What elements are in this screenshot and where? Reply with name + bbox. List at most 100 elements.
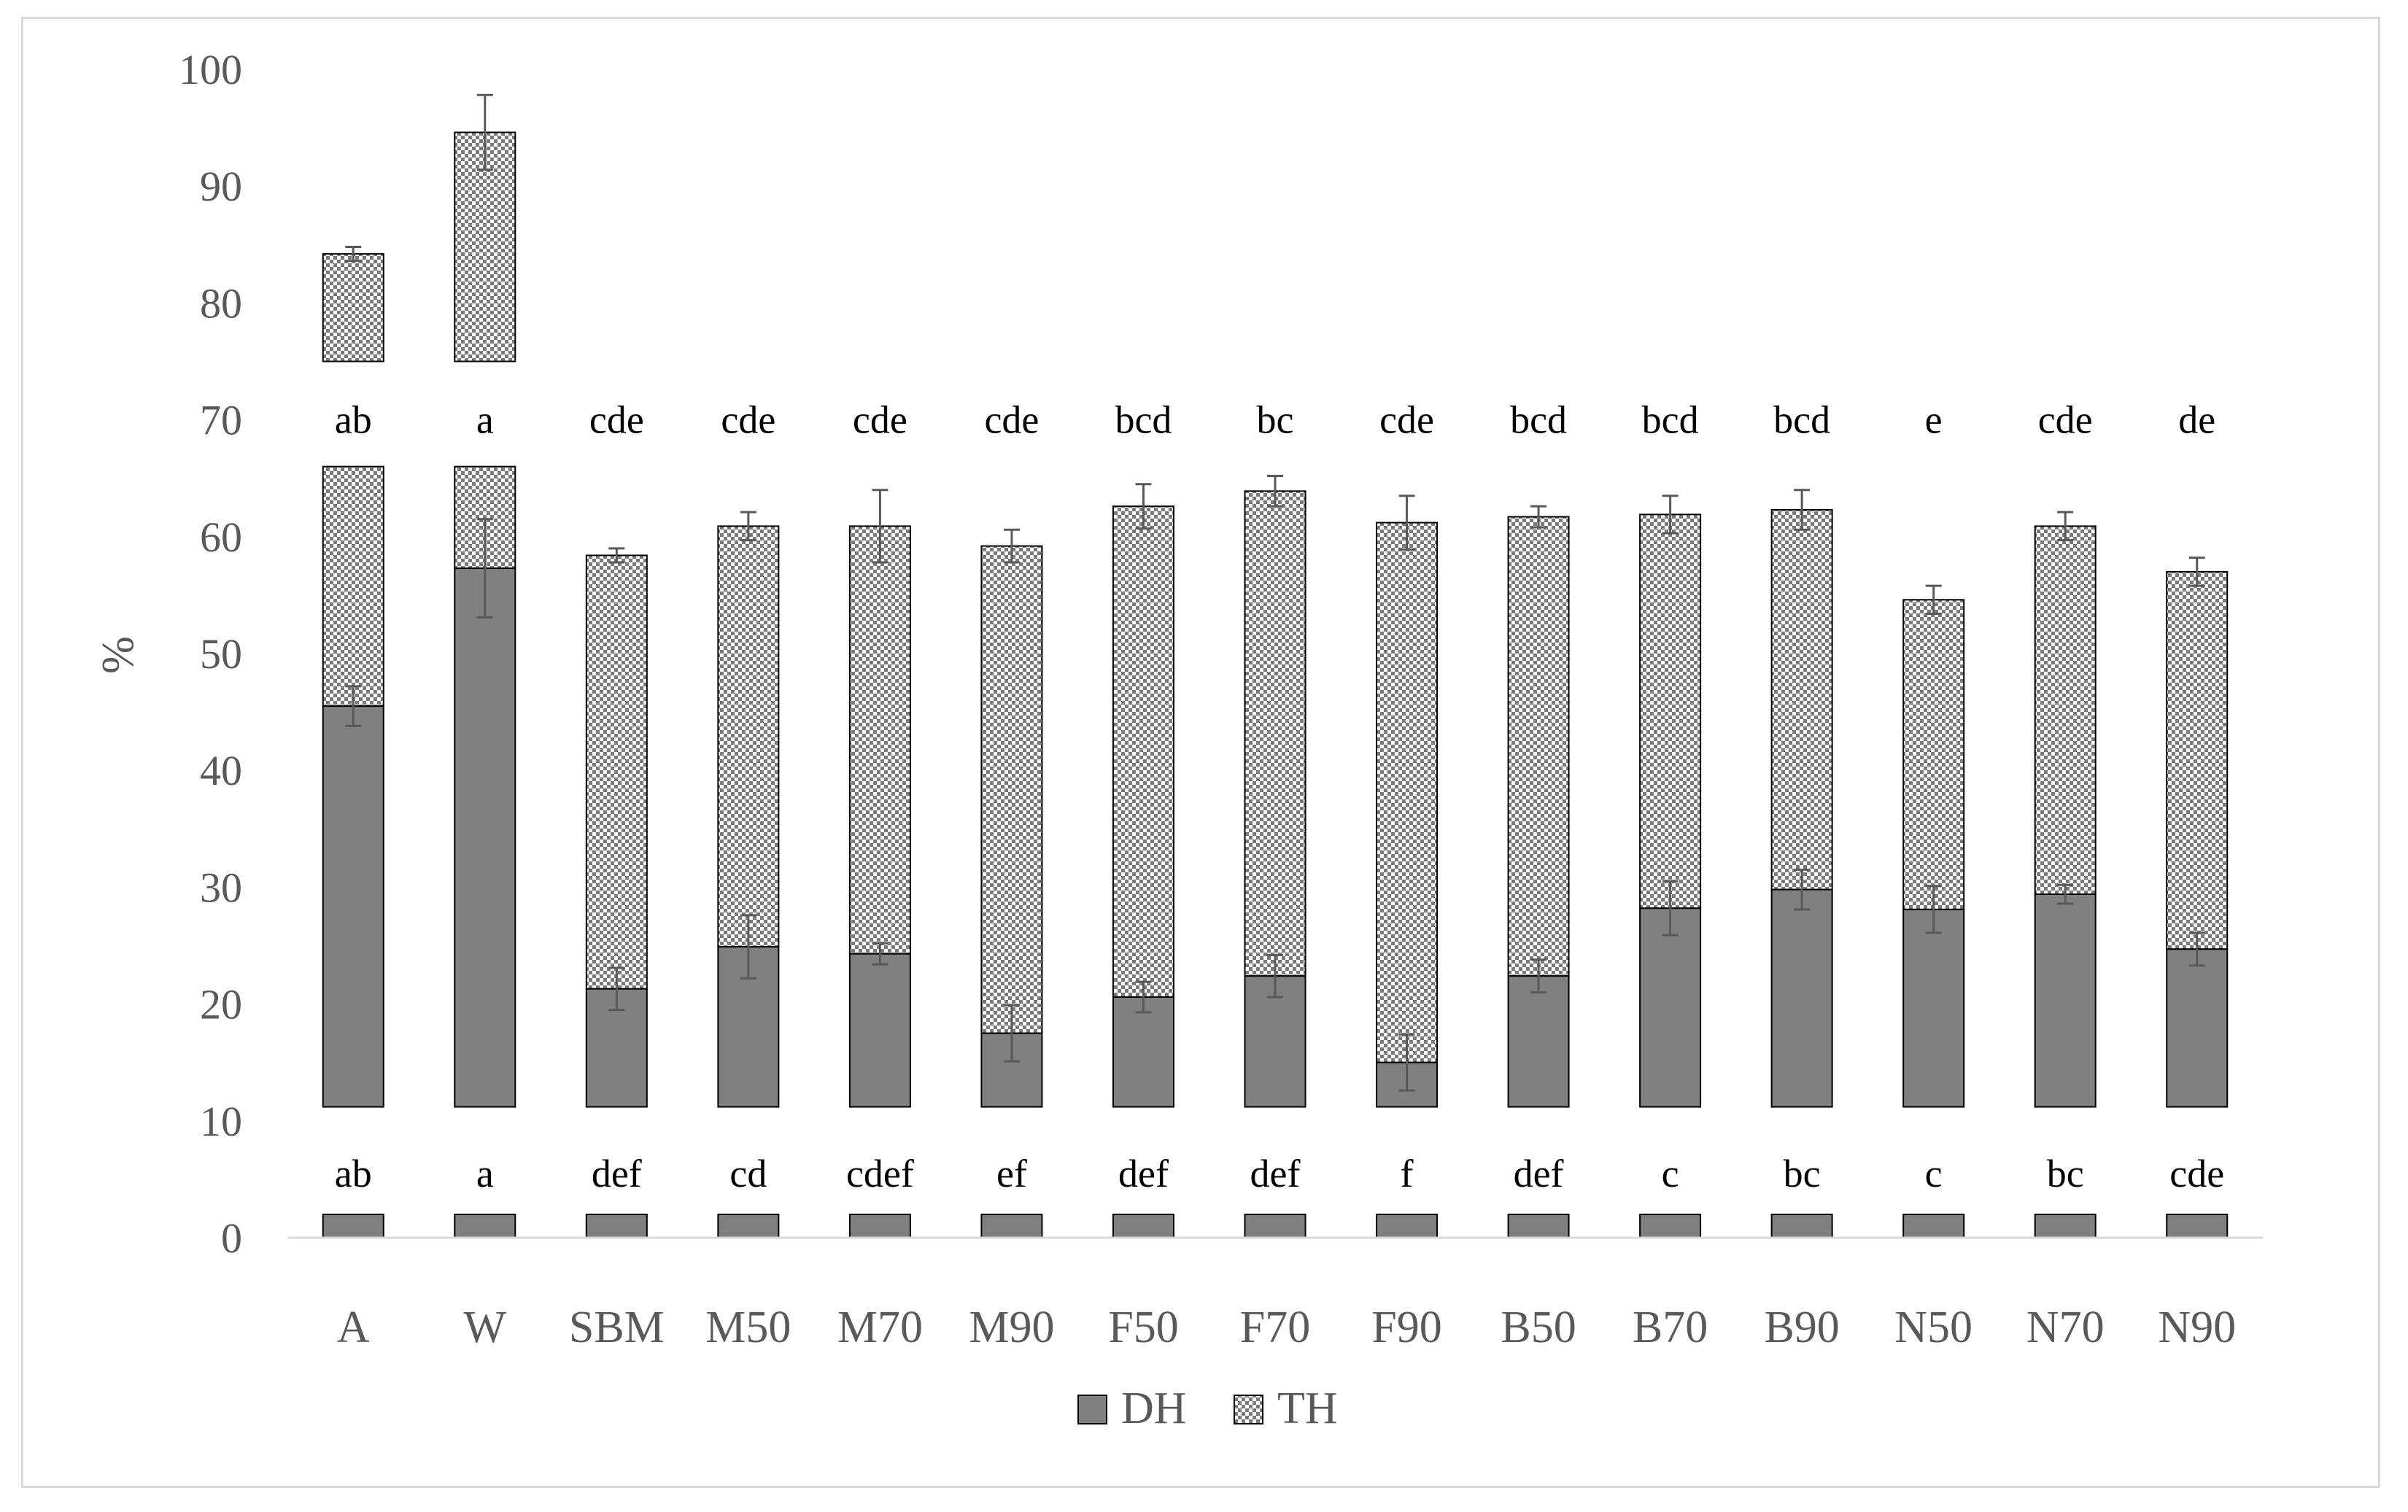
error-bar-th [608,547,625,564]
error-bar-dh [1662,880,1679,937]
error-bar-dh [1398,1033,1415,1092]
bar-base [1639,1213,1702,1238]
letter-lower: ef [996,1152,1027,1195]
x-tick-label: F90 [1371,1303,1441,1352]
bar-dh [1639,907,1702,1108]
bar-dh [848,953,911,1108]
letter-upper: bcd [1773,398,1830,442]
bar-base [1376,1213,1439,1238]
error-bar-th [1003,528,1020,564]
x-tick-label: B90 [1764,1303,1839,1352]
error-bar-th [345,246,362,263]
letter-lower: def [1118,1152,1169,1195]
error-bar-dh [1267,953,1283,999]
error-bar-dh [345,685,362,727]
letter-upper: de [2178,398,2215,442]
bars-layer [322,131,2229,1238]
bar-base [2166,1213,2229,1238]
bar-th [848,525,911,955]
y-tick-label: 20 [200,981,242,1028]
letter-upper: e [1925,398,1943,442]
x-tick-label: F50 [1108,1303,1178,1352]
letter-upper: ab [335,398,372,442]
bar-base [980,1213,1043,1238]
x-tick-label: SBM [569,1303,665,1352]
error-bars-layer [345,93,2205,1092]
x-axis-tick-labels: A W SBM M50 M70 M90 F50 F70 F90 B50 B70 B90 N50 N70 N9… [337,1303,2236,1352]
letter-lower: a [476,1152,494,1195]
letter-lower: c [1925,1152,1943,1195]
x-tick-label: B70 [1633,1303,1708,1352]
letter-upper: bc [1257,398,1294,442]
x-tick-label: M90 [969,1303,1054,1352]
y-tick-label: 30 [200,864,242,911]
error-bar-dh [740,914,756,980]
bar-dh [980,1032,1043,1108]
bar-base [454,1213,516,1238]
bar-th [322,465,384,707]
bar-dh [1770,888,1833,1108]
bar-th [1902,599,1965,910]
letter-upper: a [476,398,494,442]
bar-th [1639,513,1702,910]
x-tick-label: M50 [705,1303,791,1352]
bar-th [1507,516,1570,977]
bar-th [1770,508,1833,891]
bar-th [585,554,648,990]
letter-upper: bcd [1642,398,1699,442]
x-tick-label: N90 [2158,1303,2236,1352]
y-tick-label: 100 [179,46,242,93]
bar-dh [2166,948,2229,1108]
letter-upper: bcd [1115,398,1172,442]
x-tick-label: W [464,1303,507,1352]
error-bar-th [1794,489,1811,531]
error-bar-dh [476,518,493,619]
bar-th [1376,522,1439,1063]
letter-lower: cde [2169,1152,2224,1195]
error-bar-dh [1794,868,1811,911]
bar-th-upper [322,253,384,363]
error-bar-th [1662,495,1679,535]
letter-upper: cde [589,398,644,442]
legend-swatch-dh [1077,1395,1107,1424]
bar-dh [322,705,384,1108]
error-bar-dh [1530,958,1547,994]
error-bar-th [1398,495,1415,551]
x-tick-label: N50 [1894,1303,1973,1352]
bar-base [1507,1213,1570,1238]
bar-base [1902,1213,1965,1238]
x-tick-label: B50 [1501,1303,1576,1352]
bar-base [1244,1213,1306,1238]
error-bar-dh [1925,885,1942,934]
y-axis-ticks: 0 10 20 30 40 50 60 70 80 90 100 [179,46,242,1262]
significance-letters-layer: ababaacdedefcdecdcdecdefcdeefbcddefbcdef… [335,398,2224,1195]
letter-lower: f [1401,1152,1414,1195]
error-bar-th [1925,584,1942,616]
y-tick-label: 10 [200,1098,242,1145]
letter-upper: cde [1379,398,1434,442]
x-tick-label: F70 [1240,1303,1310,1352]
letter-lower: def [592,1152,642,1195]
error-bar-dh [872,942,889,966]
bar-base [848,1213,911,1238]
bar-base [717,1213,780,1238]
letter-lower: def [1250,1152,1301,1195]
letter-upper: cde [721,398,775,442]
y-tick-label: 40 [200,747,242,794]
letter-lower: bc [1784,1152,1821,1195]
bar-dh [1112,996,1174,1108]
letter-lower: cd [729,1152,767,1195]
bar-th [1112,505,1174,998]
bar-base [322,1213,384,1238]
error-bar-th [1135,483,1152,530]
bar-dh [1902,908,1965,1108]
legend: DH TH [1077,1384,1338,1433]
error-bar-th [2188,557,2205,587]
legend-label-th: TH [1277,1384,1338,1433]
y-axis-title: % [93,636,143,674]
error-bar-th [1267,474,1283,508]
bar-th [1244,490,1306,977]
y-tick-label: 60 [200,513,242,561]
error-bar-dh [2057,883,2074,905]
letter-upper: cde [984,398,1039,442]
